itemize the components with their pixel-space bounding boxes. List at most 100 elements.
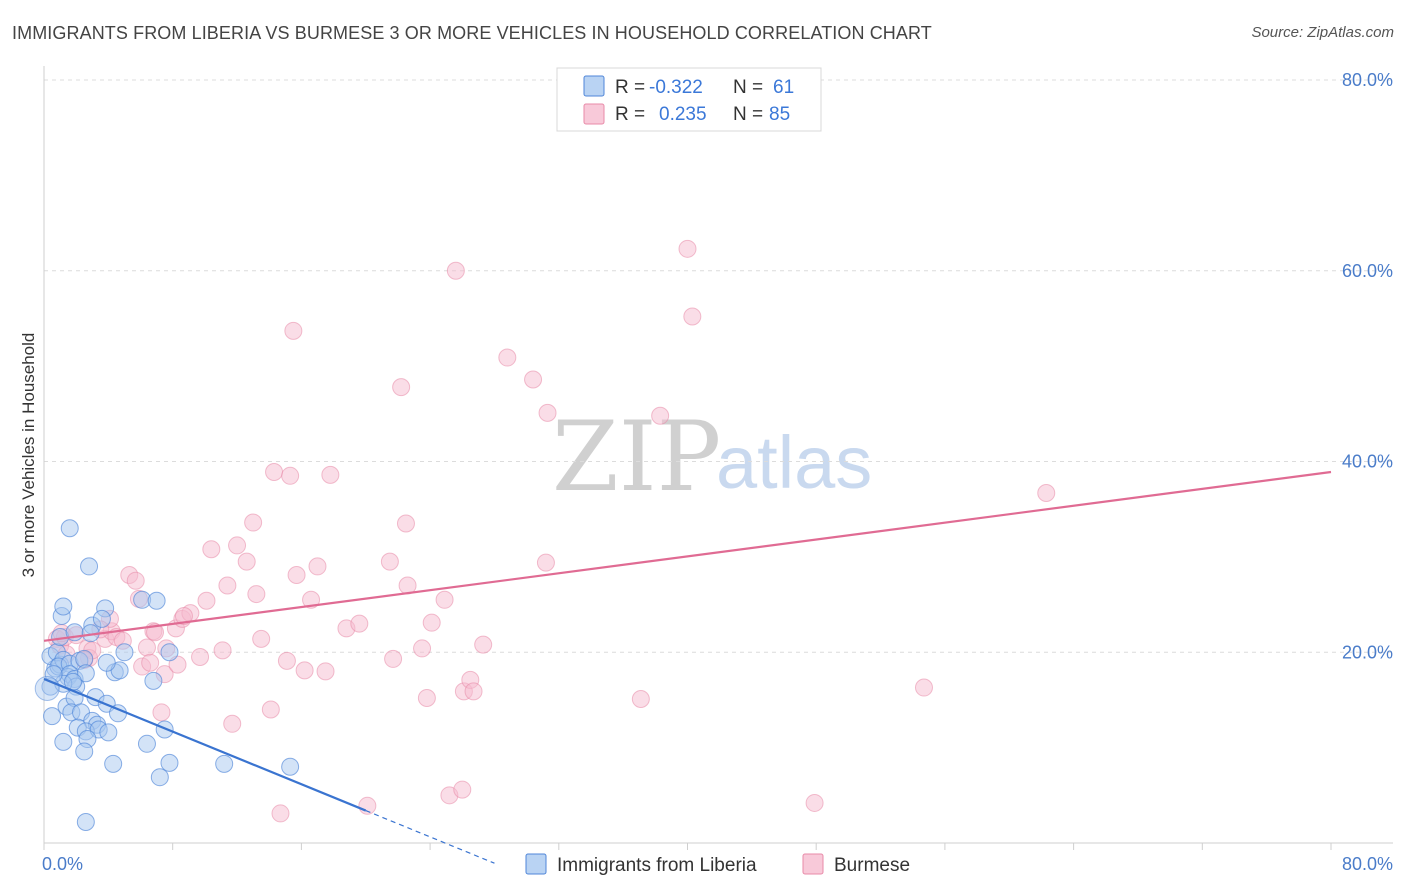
burmese-point <box>302 590 321 609</box>
burmese-point <box>252 629 271 648</box>
burmese-point <box>417 689 436 708</box>
liberia-point <box>150 768 169 787</box>
burmese-point <box>271 804 290 823</box>
burmese-point <box>464 682 483 701</box>
burmese-point <box>805 793 824 812</box>
liberia-point <box>60 519 79 538</box>
trend-line-burmese <box>43 470 1332 642</box>
liberia-point <box>54 732 73 751</box>
burmese-point <box>223 714 242 733</box>
legend-n-label-burmese: N = <box>733 104 763 125</box>
burmese-point <box>261 700 280 719</box>
liberia-point <box>160 643 179 662</box>
liberia-point <box>76 664 95 683</box>
burmese-point <box>631 689 650 708</box>
bottom-legend-swatch-liberia <box>525 853 547 875</box>
legend-n-label-liberia: N = <box>733 77 763 98</box>
burmese-point <box>446 261 465 280</box>
burmese-point <box>287 565 306 584</box>
legend-n-value-liberia: 61 <box>773 77 794 98</box>
liberia-point <box>215 754 234 773</box>
burmese-point <box>678 239 697 258</box>
burmese-point <box>524 370 543 389</box>
burmese-point <box>174 607 193 626</box>
legend-r-value-liberia: -0.322 <box>649 77 703 98</box>
burmese-point <box>137 638 156 657</box>
burmese-point <box>152 703 171 722</box>
series-burmese <box>47 239 1056 823</box>
burmese-point <box>536 553 555 572</box>
y-tick-label: 60.0% <box>1342 261 1393 281</box>
burmese-point <box>350 614 369 633</box>
series-liberia <box>34 519 300 832</box>
burmese-point <box>384 649 403 668</box>
bottom-legend-label-liberia: Immigrants from Liberia <box>557 855 757 876</box>
y-tick-label: 40.0% <box>1342 452 1393 472</box>
burmese-point <box>197 591 216 610</box>
legend-n-value-burmese: 85 <box>769 104 790 125</box>
legend-r-value-burmese: 0.235 <box>659 104 707 125</box>
chart-title: IMMIGRANTS FROM LIBERIA VS BURMESE 3 OR … <box>12 23 932 43</box>
y-axis-label: 3 or more Vehicles in Household <box>19 333 38 578</box>
trend-line-liberia-extension <box>365 810 495 864</box>
burmese-point <box>474 635 493 654</box>
liberia-point <box>43 707 62 726</box>
legend-r-label-burmese: R = <box>615 104 645 125</box>
burmese-point <box>538 403 557 422</box>
burmese-point <box>380 552 399 571</box>
burmese-point <box>284 321 303 340</box>
liberia-point <box>54 597 73 616</box>
trend-line-liberia <box>43 677 367 812</box>
liberia-point <box>144 671 163 690</box>
legend-swatch-burmese <box>583 103 605 125</box>
bottom-legend-swatch-burmese <box>802 853 824 875</box>
liberia-point <box>92 609 111 628</box>
burmese-point <box>244 513 263 532</box>
burmese-point <box>413 639 432 658</box>
x-tick-label: 80.0% <box>1342 854 1393 874</box>
y-tick-label: 80.0% <box>1342 70 1393 90</box>
liberia-point <box>137 734 156 753</box>
burmese-point <box>435 590 454 609</box>
legend-r-label-liberia: R = <box>615 77 645 98</box>
liberia-point <box>99 723 118 742</box>
burmese-point <box>247 585 266 604</box>
burmese-point <box>146 623 165 642</box>
burmese-point <box>295 661 314 680</box>
liberia-point <box>115 643 134 662</box>
bottom-legend-label-burmese: Burmese <box>834 855 910 876</box>
liberia-point <box>281 757 300 776</box>
burmese-point <box>498 348 517 367</box>
burmese-point <box>453 780 472 799</box>
burmese-point <box>265 462 284 481</box>
liberia-point <box>76 813 95 832</box>
burmese-point <box>422 613 441 632</box>
burmese-point <box>281 466 300 485</box>
trend-lines <box>43 470 1332 864</box>
burmese-point <box>228 536 247 555</box>
burmese-point <box>396 514 415 533</box>
liberia-point <box>160 753 179 772</box>
tick-labels: 20.0% 40.0% 60.0% 80.0% 0.0% 80.0% <box>42 70 1393 874</box>
burmese-point <box>1037 483 1056 502</box>
burmese-point <box>141 653 160 672</box>
burmese-point <box>218 576 237 595</box>
liberia-point <box>97 653 116 672</box>
watermark-zip: ZIP <box>552 401 721 513</box>
burmese-point <box>126 571 145 590</box>
source-label: Source: ZipAtlas.com <box>1251 24 1394 41</box>
liberia-point <box>75 742 94 761</box>
burmese-point <box>202 540 221 559</box>
legend-swatch-liberia <box>583 75 605 97</box>
burmese-point <box>191 648 210 667</box>
burmese-point <box>213 641 232 660</box>
burmese-point <box>277 651 296 670</box>
watermark-atlas: atlas <box>716 421 872 504</box>
y-tick-label: 20.0% <box>1342 642 1393 662</box>
burmese-point <box>321 465 340 484</box>
x-tick-label: 0.0% <box>42 854 83 874</box>
liberia-point <box>155 720 174 739</box>
burmese-point <box>308 557 327 576</box>
burmese-point <box>914 678 933 697</box>
